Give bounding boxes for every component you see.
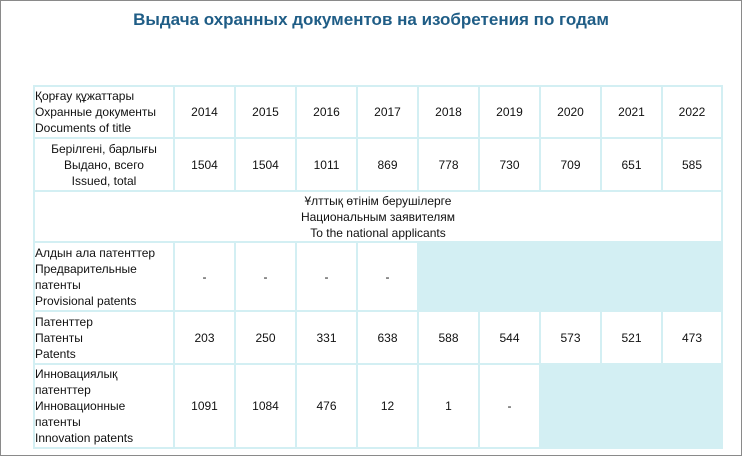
empty-cell [661, 241, 723, 310]
provisional-label-en: Provisional patents [35, 293, 137, 308]
table-cell: - [478, 363, 539, 449]
table-cell: 473 [661, 310, 723, 363]
table-cell: 476 [295, 363, 356, 449]
provisional-label-kz: Алдын ала патенттер [35, 245, 156, 260]
table-cell: - [234, 241, 295, 310]
table-cell: 1504 [173, 137, 234, 190]
table-cell: 869 [356, 137, 417, 190]
empty-cell [478, 241, 539, 310]
table-cell: - [295, 241, 356, 310]
innovation-label-ru-2: патенты [35, 415, 81, 429]
table-cell: 203 [173, 310, 234, 363]
table-cell: 1084 [234, 363, 295, 449]
national-section-row: Ұлттық өтінім берушілерге Национальным з… [33, 190, 723, 241]
table-cell: 573 [539, 310, 600, 363]
table-cell: 250 [234, 310, 295, 363]
table-cell: 1 [417, 363, 478, 449]
year-cell: 2015 [234, 85, 295, 137]
innovation-label-en: Innovation patents [35, 431, 134, 445]
provisional-label-cell: Алдын ала патенттер Предварительные пате… [33, 241, 173, 310]
issued-total-row: Берілгені, барлығы Выдано, всего Issued,… [33, 137, 723, 190]
issued-total-label-cell: Берілгені, барлығы Выдано, всего Issued,… [33, 137, 173, 190]
patents-label-en: Patents [35, 346, 76, 361]
table-cell: 585 [661, 137, 723, 190]
year-cell: 2017 [356, 85, 417, 137]
innovation-label-cell: Инновациялық патенттер Инновационные пат… [33, 363, 173, 449]
table-cell: - [356, 241, 417, 310]
provisional-label-ru-2: патенты [35, 277, 81, 292]
innovation-patents-row: Инновациялық патенттер Инновационные пат… [33, 363, 723, 449]
empty-cell [539, 241, 600, 310]
header-label-ru: Охранные документы [35, 105, 157, 119]
table-cell: 1504 [234, 137, 295, 190]
table-cell: 709 [539, 137, 600, 190]
innovation-label-ru-1: Инновационные [35, 399, 126, 413]
header-label-cell: Қорғау құжаттары Охранные документы Docu… [33, 85, 173, 137]
patents-label-ru: Патенты [35, 330, 83, 345]
table-cell: 730 [478, 137, 539, 190]
year-cell: 2019 [478, 85, 539, 137]
table-cell: - [173, 241, 234, 310]
national-section-kz: Ұлттық өтінім берушілерге [304, 193, 452, 208]
national-section-ru: Национальным заявителям [300, 209, 456, 224]
year-cell: 2021 [600, 85, 661, 137]
empty-cell [417, 241, 478, 310]
patents-row: Патенттер Патенты Patents 203 250 331 63… [33, 310, 723, 363]
header-label-en: Documents of title [35, 121, 132, 135]
table-cell: 544 [478, 310, 539, 363]
patents-label-kz: Патенттер [35, 314, 93, 329]
page-title: Выдача охранных документов на изобретени… [133, 10, 609, 29]
patents-label-cell: Патенттер Патенты Patents [33, 310, 173, 363]
table-cell: 1091 [173, 363, 234, 449]
innovation-label-kz-2: патенттер [35, 383, 91, 397]
table-cell: 12 [356, 363, 417, 449]
issued-total-label-ru: Выдано, всего [64, 157, 144, 172]
year-cell: 2016 [295, 85, 356, 137]
year-cell: 2022 [661, 85, 723, 137]
header-label-kz: Қорғау құжаттары [35, 89, 135, 103]
patents-table: Қорғау құжаттары Охранные документы Docu… [33, 85, 723, 449]
year-cell: 2018 [417, 85, 478, 137]
table-cell: 778 [417, 137, 478, 190]
issued-total-label-en: Issued, total [71, 173, 137, 188]
provisional-patents-row: Алдын ала патенттер Предварительные пате… [33, 241, 723, 310]
table-cell: 1011 [295, 137, 356, 190]
table-cell: 651 [600, 137, 661, 190]
table-cell: 331 [295, 310, 356, 363]
national-section-en: To the national applicants [310, 225, 446, 240]
header-row: Қорғау құжаттары Охранные документы Docu… [33, 85, 723, 137]
year-cell: 2014 [173, 85, 234, 137]
empty-cell [600, 241, 661, 310]
empty-cell [600, 363, 661, 449]
issued-total-label-kz: Берілгені, барлығы [51, 141, 157, 156]
empty-cell [539, 363, 600, 449]
table-cell: 588 [417, 310, 478, 363]
table-cell: 638 [356, 310, 417, 363]
innovation-label-kz-1: Инновациялық [35, 367, 118, 381]
table-cell: 521 [600, 310, 661, 363]
provisional-label-ru-1: Предварительные [35, 261, 137, 276]
empty-cell [661, 363, 723, 449]
national-section-cell: Ұлттық өтінім берушілерге Национальным з… [33, 190, 723, 241]
year-cell: 2020 [539, 85, 600, 137]
